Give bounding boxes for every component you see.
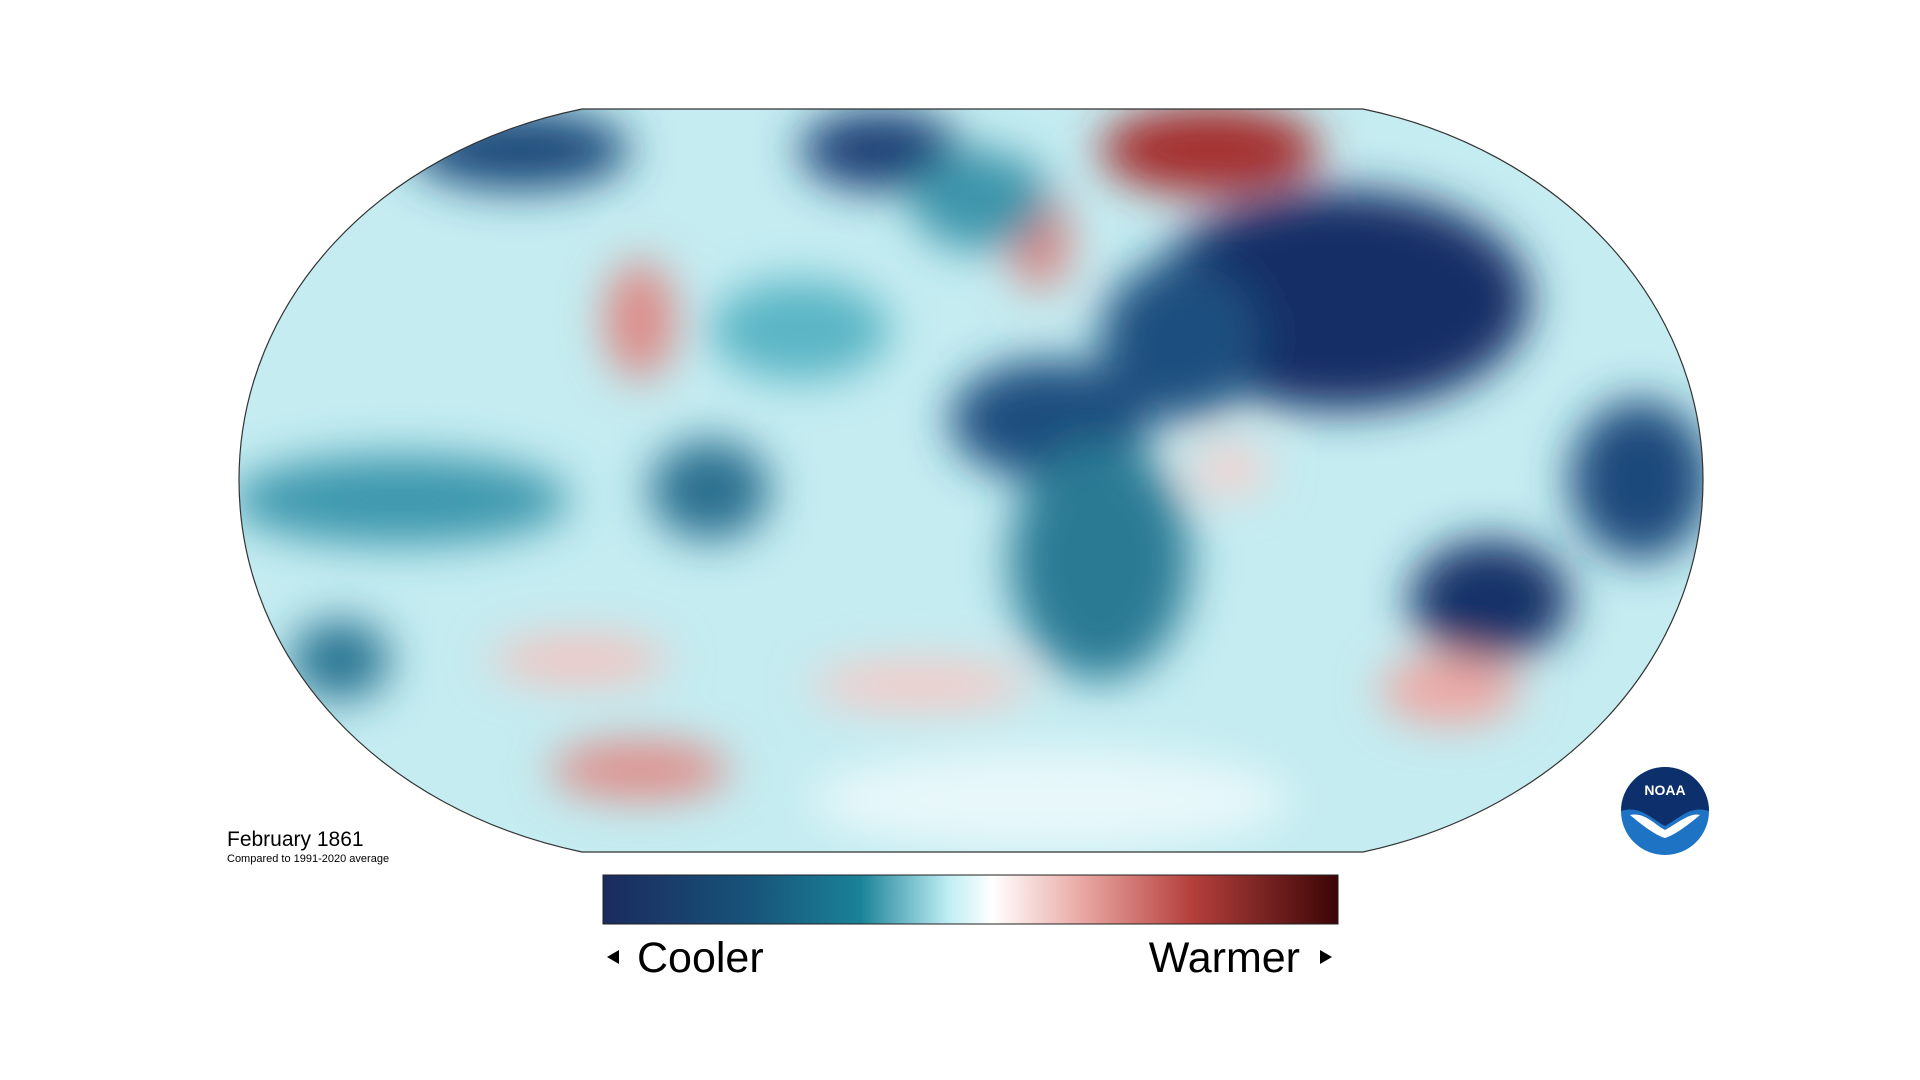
legend-low: Cooler xyxy=(637,934,764,982)
color-scale xyxy=(602,874,1339,925)
map-subtitle: Compared to 1991-2020 average xyxy=(227,853,389,865)
logo-text: NOAA xyxy=(1644,782,1685,798)
map-title: February 1861 xyxy=(227,828,364,851)
anomaly-map xyxy=(239,109,1703,852)
noaa-logo: NOAA xyxy=(1621,767,1709,855)
legend-high: Warmer xyxy=(1149,934,1300,982)
left-arrow xyxy=(607,950,619,964)
map-outline xyxy=(238,108,1704,853)
right-arrow xyxy=(1320,950,1332,964)
